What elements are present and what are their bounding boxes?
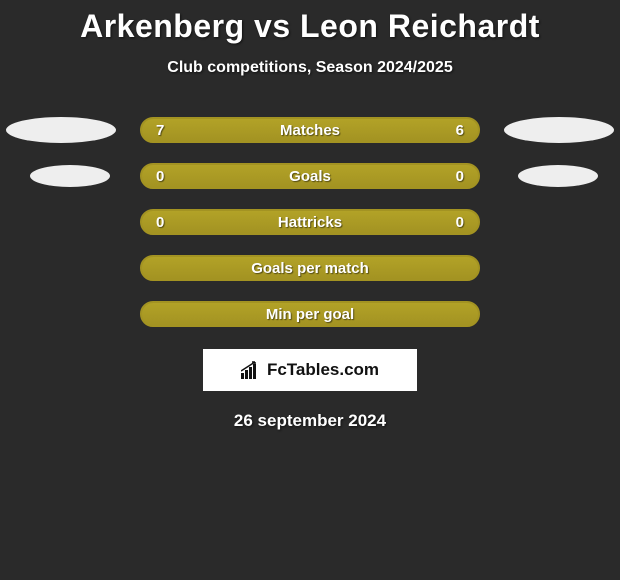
stat-row: Goals per match	[0, 255, 620, 281]
pie-icon	[518, 165, 598, 187]
stat-row: Min per goal	[0, 301, 620, 327]
logo-box: FcTables.com	[203, 349, 417, 391]
stat-row: 0 Goals 0	[0, 163, 620, 189]
pie-icon	[6, 117, 116, 143]
stat-label: Hattricks	[278, 214, 342, 231]
subtitle: Club competitions, Season 2024/2025	[0, 59, 620, 77]
stat-row: 7 Matches 6	[0, 117, 620, 143]
stat-bar: 7 Matches 6	[140, 117, 480, 143]
stat-right-value: 6	[456, 122, 464, 139]
stat-left-value: 0	[156, 168, 164, 185]
stat-bar: Min per goal	[140, 301, 480, 327]
stat-row: 0 Hattricks 0	[0, 209, 620, 235]
stats-list: 7 Matches 6 0 Goals 0 0 Hattricks 0 Goal…	[0, 117, 620, 327]
stat-left-value: 0	[156, 214, 164, 231]
date-label: 26 september 2024	[0, 411, 620, 431]
stat-bar: 0 Hattricks 0	[140, 209, 480, 235]
stat-label: Matches	[280, 122, 340, 139]
stat-bar: Goals per match	[140, 255, 480, 281]
stat-label: Min per goal	[266, 306, 354, 323]
stat-bar: 0 Goals 0	[140, 163, 480, 189]
pie-icon	[30, 165, 110, 187]
stat-label: Goals	[289, 168, 331, 185]
stat-right-value: 0	[456, 214, 464, 231]
logo-text: FcTables.com	[267, 360, 379, 380]
pie-icon	[504, 117, 614, 143]
bar-chart-icon	[241, 361, 261, 379]
stat-right-value: 0	[456, 168, 464, 185]
page-title: Arkenberg vs Leon Reichardt	[0, 0, 620, 45]
stat-left-value: 7	[156, 122, 164, 139]
stat-label: Goals per match	[251, 260, 369, 277]
